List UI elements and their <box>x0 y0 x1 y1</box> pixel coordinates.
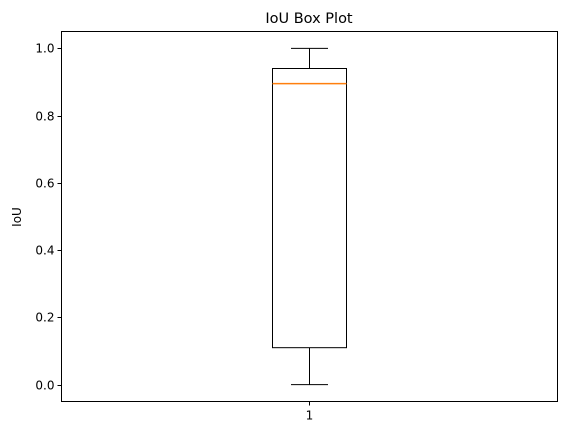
box-iqr <box>272 68 347 349</box>
x-axis-ticks: 1 <box>306 401 314 423</box>
x-tick-label: 1 <box>306 409 314 423</box>
y-tick-label: 0.0 <box>35 379 54 393</box>
box-series <box>272 47 347 386</box>
y-tick-label: 1.0 <box>35 42 54 56</box>
y-tick-label: 0.6 <box>35 177 54 191</box>
y-axis-ticks: 0.0 0.2 0.4 0.6 0.8 1.0 <box>35 42 62 393</box>
y-tick-label: 0.4 <box>35 244 54 258</box>
plot-area-frame <box>61 31 558 402</box>
y-axis-label: IoU <box>10 207 24 227</box>
chart-title: IoU Box Plot <box>265 11 353 27</box>
y-tick-label: 0.2 <box>35 311 54 325</box>
y-tick-label: 0.8 <box>35 110 54 124</box>
